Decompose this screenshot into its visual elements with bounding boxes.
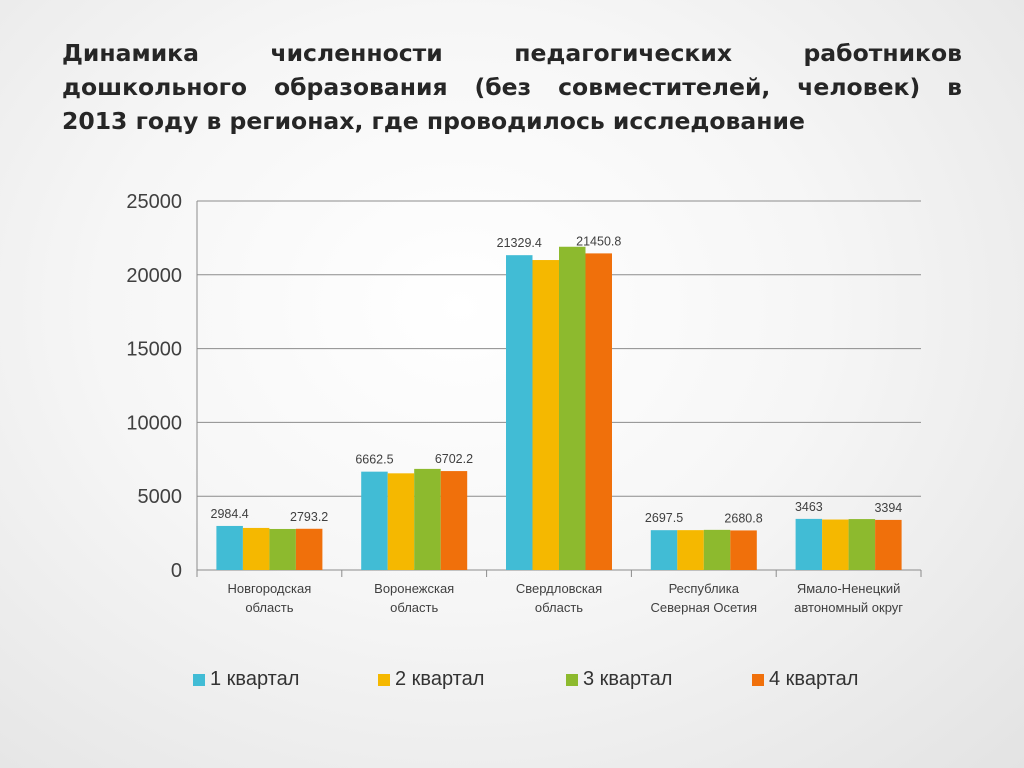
x-tick-label: автономный округ	[794, 600, 903, 615]
bar	[506, 255, 533, 571]
y-tick-label: 20000	[126, 265, 182, 287]
y-tick-label: 25000	[126, 191, 182, 213]
x-tick-label: область	[245, 600, 293, 615]
y-tick-label: 15000	[126, 339, 182, 361]
legend-swatch	[566, 673, 578, 686]
bar	[242, 527, 270, 570]
bar	[216, 525, 243, 570]
bar	[677, 530, 704, 570]
bar	[730, 530, 757, 570]
legend-label: 3 квартал	[583, 668, 673, 690]
data-label: 3394	[874, 501, 902, 515]
legend-swatch	[752, 673, 764, 686]
legend-item: 4 квартал	[752, 668, 858, 691]
legend-label: 4 квартал	[769, 668, 859, 690]
legend-item: 1 квартал	[193, 668, 299, 691]
bar	[875, 519, 902, 570]
x-tick-label: Свердловская	[516, 581, 602, 596]
bar	[795, 518, 823, 570]
bar	[387, 473, 415, 570]
data-label: 6702.2	[435, 452, 473, 466]
bar	[295, 528, 323, 570]
bar	[559, 246, 586, 571]
bar	[822, 519, 849, 570]
x-tick-label: Республика	[669, 581, 740, 596]
legend-label: 2 квартал	[395, 668, 485, 690]
title-line-2: дошкольного образования (без совместител…	[62, 73, 962, 101]
bar	[440, 471, 468, 570]
legend-item: 3 квартал	[566, 668, 672, 691]
data-label: 3463	[795, 500, 823, 514]
bar	[361, 471, 388, 570]
x-tick-label: Воронежская	[374, 581, 454, 596]
y-tick-label: 5000	[138, 486, 183, 508]
legend-item: 2 квартал	[378, 668, 484, 691]
chart-legend: 1 квартал 2 квартал 3 квартал 4 квартал	[0, 668, 1024, 698]
bar	[269, 528, 296, 570]
data-label: 21450.8	[576, 234, 621, 248]
x-tick-label: Северная Осетия	[651, 600, 758, 615]
data-label: 2697.5	[645, 511, 683, 525]
bar	[848, 519, 876, 570]
legend-label: 1 квартал	[210, 668, 300, 690]
data-label: 21329.4	[497, 236, 542, 250]
bar	[414, 468, 441, 570]
bar	[532, 260, 559, 570]
data-label: 6662.5	[355, 453, 393, 467]
title-line-1: Динамика численности педагогических рабо…	[62, 39, 962, 67]
x-tick-label: область	[390, 600, 438, 615]
data-label: 2984.4	[211, 507, 249, 521]
x-tick-label: область	[535, 600, 583, 615]
bar	[703, 529, 731, 570]
page-title: Динамика численности педагогических рабо…	[62, 36, 962, 138]
bar	[650, 530, 678, 570]
title-line-3: 2013 году в регионах, где проводилось ис…	[62, 107, 805, 135]
x-tick-label: Ямало-Ненецкий	[797, 581, 901, 596]
y-tick-label: 0	[171, 560, 182, 582]
x-tick-label: Новгородская	[228, 581, 312, 596]
y-tick-label: 10000	[126, 412, 182, 434]
data-label: 2680.8	[724, 511, 762, 525]
legend-swatch	[378, 673, 390, 686]
data-label: 2793.2	[290, 510, 328, 524]
legend-swatch	[193, 673, 205, 686]
bar	[585, 253, 612, 571]
